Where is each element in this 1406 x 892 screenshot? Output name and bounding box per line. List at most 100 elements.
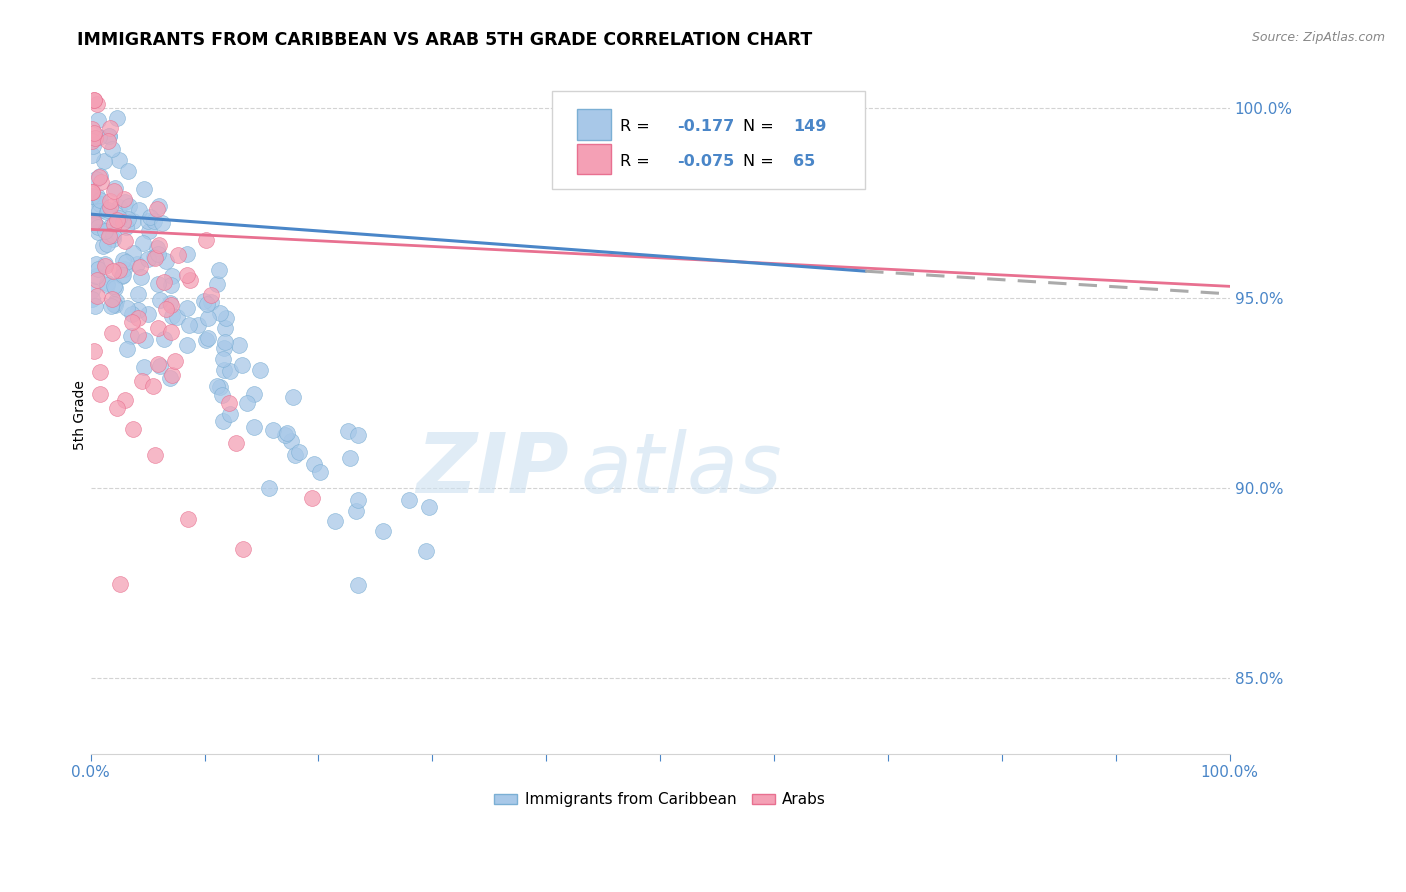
- Point: [143, 448, 166, 462]
- Point: [212, 352, 235, 367]
- Point: [103, 184, 125, 198]
- Point: [148, 357, 170, 371]
- Point: [105, 401, 128, 415]
- Point: [111, 215, 134, 229]
- Point: [214, 335, 236, 350]
- Point: [415, 544, 437, 558]
- Point: [262, 423, 284, 437]
- Point: [107, 262, 129, 277]
- Point: [86, 262, 108, 277]
- Point: [242, 387, 264, 401]
- Point: [101, 227, 124, 242]
- Point: [112, 192, 135, 206]
- Point: [218, 396, 240, 410]
- Point: [82, 147, 104, 161]
- Point: [176, 301, 198, 316]
- Point: [80, 134, 103, 148]
- Point: [176, 338, 198, 352]
- Point: [194, 233, 217, 247]
- Point: [139, 210, 162, 224]
- Point: [101, 232, 124, 246]
- Text: N =: N =: [744, 154, 779, 169]
- Point: [84, 171, 107, 186]
- Point: [86, 289, 108, 303]
- Point: [117, 211, 139, 226]
- Point: [132, 360, 155, 375]
- Point: [218, 364, 240, 378]
- Point: [155, 302, 177, 317]
- Point: [82, 131, 104, 145]
- Point: [96, 276, 118, 290]
- Point: [83, 215, 105, 229]
- Point: [152, 332, 174, 346]
- Point: [129, 270, 152, 285]
- Point: [104, 181, 127, 195]
- Point: [107, 200, 129, 214]
- Point: [96, 277, 118, 292]
- Point: [131, 235, 153, 250]
- Point: [103, 264, 125, 278]
- Point: [101, 142, 124, 156]
- Point: [111, 252, 134, 267]
- Point: [103, 217, 125, 231]
- Point: [80, 185, 103, 199]
- Text: R =: R =: [620, 119, 655, 134]
- Point: [155, 254, 177, 268]
- Point: [86, 188, 108, 202]
- Point: [325, 514, 347, 528]
- Point: [115, 342, 138, 356]
- Point: [146, 247, 169, 261]
- Point: [90, 175, 112, 189]
- Point: [121, 315, 143, 329]
- Point: [86, 97, 108, 112]
- Point: [142, 214, 165, 228]
- Legend: Immigrants from Caribbean, Arabs: Immigrants from Caribbean, Arabs: [488, 786, 832, 814]
- Point: [98, 129, 121, 144]
- Point: [136, 308, 159, 322]
- Point: [232, 541, 254, 556]
- Point: [98, 201, 121, 215]
- Point: [141, 379, 163, 393]
- Point: [128, 202, 150, 217]
- Point: [127, 303, 149, 318]
- Point: [122, 422, 145, 436]
- Point: [115, 219, 138, 234]
- Point: [302, 457, 325, 471]
- Point: [111, 268, 134, 282]
- Point: [146, 321, 169, 335]
- Point: [114, 262, 136, 277]
- Point: [160, 309, 183, 323]
- Point: [89, 365, 111, 379]
- Text: ZIP: ZIP: [416, 429, 569, 510]
- Point: [84, 268, 107, 283]
- Point: [86, 219, 108, 234]
- Point: [398, 492, 420, 507]
- Point: [347, 577, 370, 591]
- Point: [212, 362, 235, 376]
- Point: [94, 257, 117, 271]
- Point: [145, 251, 167, 265]
- Point: [150, 216, 173, 230]
- Point: [108, 576, 131, 591]
- Point: [87, 113, 110, 128]
- Point: [249, 363, 271, 377]
- Point: [127, 327, 149, 342]
- Point: [120, 329, 142, 343]
- Point: [86, 273, 108, 287]
- Point: [211, 388, 233, 402]
- Point: [288, 444, 311, 458]
- Point: [82, 292, 104, 306]
- Point: [117, 164, 139, 178]
- Point: [80, 189, 103, 203]
- Point: [219, 407, 242, 421]
- Point: [105, 213, 128, 227]
- Point: [344, 504, 367, 518]
- FancyBboxPatch shape: [576, 109, 612, 140]
- Point: [115, 255, 138, 269]
- Point: [160, 298, 183, 312]
- Point: [98, 194, 121, 208]
- Point: [197, 331, 219, 345]
- Point: [93, 259, 115, 273]
- Point: [83, 126, 105, 140]
- Point: [114, 195, 136, 210]
